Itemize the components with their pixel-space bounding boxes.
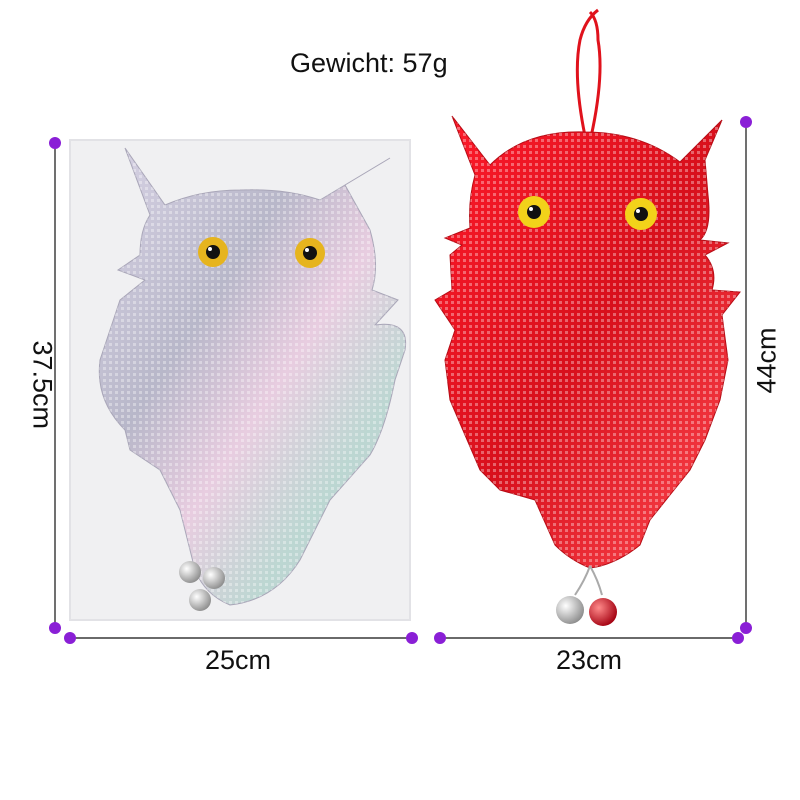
right-height-label: 44cm	[751, 327, 782, 394]
right-width-label: 23cm	[556, 645, 623, 675]
weight-label: Gewicht: 57g	[290, 48, 448, 78]
left-height-label: 37.5cm	[27, 340, 58, 430]
dimension-lines	[49, 116, 752, 644]
silver-bells	[179, 561, 225, 611]
red-owl-eye-right	[625, 198, 657, 230]
hanging-string	[575, 8, 602, 151]
silver-owl-eye-right	[295, 238, 325, 268]
red-owl-eye-left	[518, 196, 550, 228]
red-owl-bells	[556, 565, 617, 626]
red-owl	[434, 8, 741, 626]
silver-owl-eye-left	[198, 237, 228, 267]
left-width-label: 25cm	[205, 645, 272, 675]
packaged-owl	[69, 139, 411, 621]
